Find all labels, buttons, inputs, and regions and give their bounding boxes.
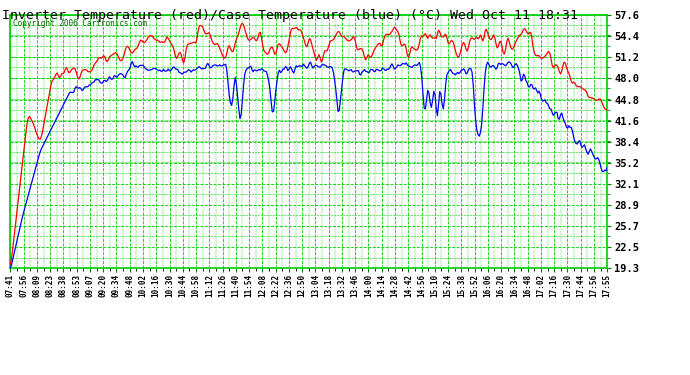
Text: Inverter Temperature (red)/Case Temperature (blue) (°C) Wed Oct 11 18:31: Inverter Temperature (red)/Case Temperat…: [2, 9, 578, 22]
Text: Copyright 2006 Cartronics.com: Copyright 2006 Cartronics.com: [13, 19, 148, 28]
